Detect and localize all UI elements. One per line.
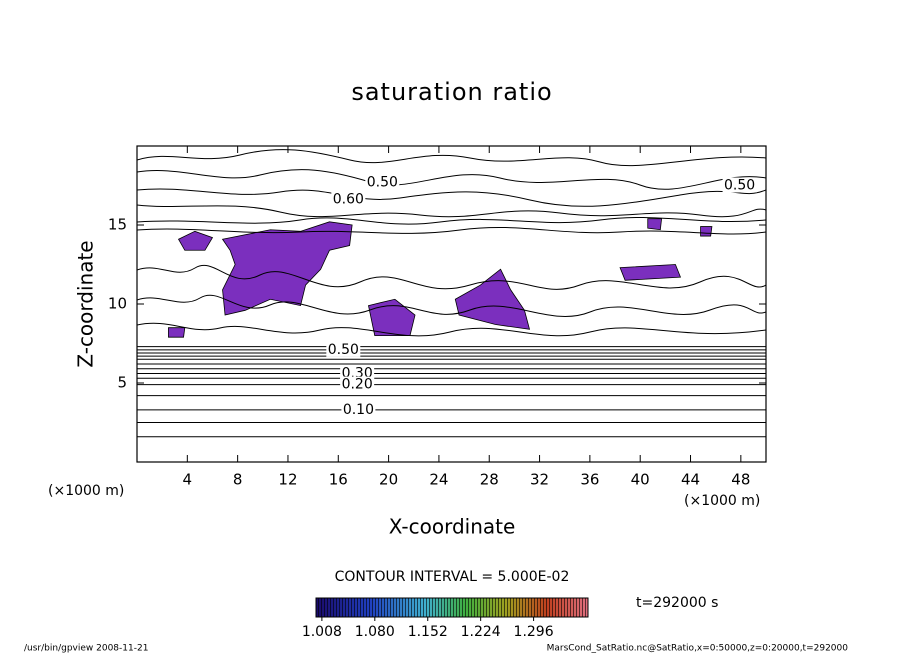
contour-line — [137, 226, 766, 235]
supersaturated-region — [168, 327, 186, 338]
colorbar-tick-label: 1.008 — [302, 624, 342, 640]
x-tick-label: 28 — [480, 471, 499, 489]
supersaturated-region — [368, 298, 416, 337]
contour-label: 0.50 — [724, 178, 755, 194]
contour-label-bg — [341, 401, 376, 417]
supersaturated-region — [454, 268, 531, 330]
y-tick-label: 5 — [117, 374, 127, 392]
contour-line — [137, 149, 766, 167]
contour-label: 0.50 — [367, 174, 398, 190]
contour-line — [137, 188, 766, 207]
supersaturated-region — [700, 226, 713, 237]
contour-label-bg — [722, 177, 757, 193]
x-tick-label: 12 — [278, 471, 297, 489]
y-tick-label: 10 — [108, 295, 127, 313]
plot-area — [137, 149, 766, 438]
x-tick-label: 44 — [681, 471, 700, 489]
supersaturated-region — [221, 221, 353, 316]
supersaturated-region — [647, 218, 663, 231]
y-axis-label: Z-coordinate — [74, 240, 98, 367]
supersaturated-region — [619, 264, 682, 281]
contour-label-bg — [340, 376, 375, 392]
x-unit-right: (×1000 m) — [684, 493, 760, 509]
contour-label: 0.60 — [333, 192, 364, 208]
footer-left: /usr/bin/gpview 2008-11-21 — [24, 644, 148, 654]
colorbar-tick-label: 1.224 — [461, 624, 501, 640]
x-tick-label: 16 — [329, 471, 348, 489]
contour-label: 0.50 — [328, 342, 359, 358]
x-tick-label: 24 — [429, 471, 448, 489]
x-tick-label: 40 — [631, 471, 650, 489]
contour-label-bg — [365, 174, 400, 190]
contour-line — [137, 204, 766, 218]
contour-label-bg — [331, 191, 366, 207]
contour-line — [137, 322, 766, 337]
x-tick-label: 48 — [731, 471, 750, 489]
contour-label-bg — [326, 341, 361, 357]
x-tick-label: 20 — [379, 471, 398, 489]
contour-interval: CONTOUR INTERVAL = 5.000E-02 — [335, 569, 570, 585]
contour-label: 0.10 — [343, 402, 374, 418]
x-tick-label: 4 — [183, 471, 193, 489]
colorbar-stripes — [315, 597, 589, 618]
x-axis-label: X-coordinate — [389, 515, 516, 539]
time-label: t=292000 s — [636, 595, 718, 611]
contour-line — [137, 216, 766, 225]
contour-line — [137, 169, 766, 190]
contour-line — [137, 294, 766, 317]
x-unit-left: (×1000 m) — [48, 483, 124, 499]
contour-line — [137, 265, 766, 290]
supersaturated-region — [177, 230, 214, 251]
y-tick-label: 15 — [108, 216, 127, 234]
x-tick-label: 32 — [530, 471, 549, 489]
footer-right: MarsCond_SatRatio.nc@SatRatio,x=0:50000,… — [547, 644, 849, 654]
chart-title: saturation ratio — [351, 78, 552, 106]
x-tick-label: 36 — [580, 471, 599, 489]
x-tick-label: 8 — [233, 471, 243, 489]
plot-frame — [136, 145, 767, 463]
colorbar-tick-label: 1.080 — [355, 624, 395, 640]
contour-label: 0.20 — [342, 377, 373, 393]
colorbar-tick-label: 1.296 — [514, 624, 554, 640]
colorbar-tick-label: 1.152 — [408, 624, 448, 640]
